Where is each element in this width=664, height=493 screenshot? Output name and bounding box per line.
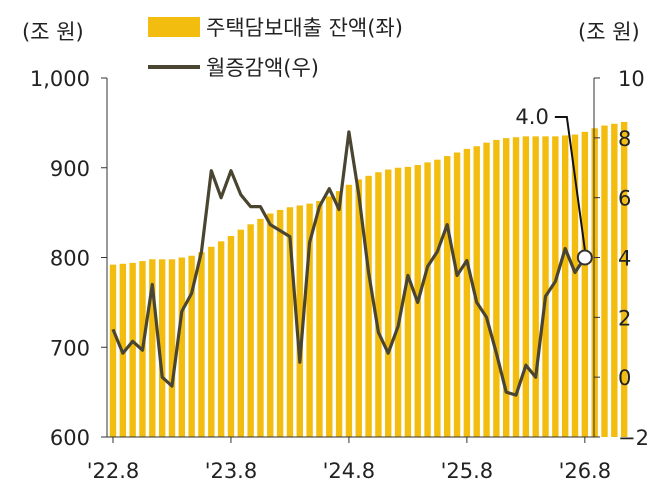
legend-bar: 주택담보대출 잔액(좌) xyxy=(148,12,403,42)
bar xyxy=(267,213,274,437)
bar xyxy=(168,259,176,437)
bar xyxy=(532,136,539,437)
bar xyxy=(434,159,441,438)
bar xyxy=(385,169,392,438)
bar xyxy=(198,252,205,437)
x-tick-label: '26.8 xyxy=(559,459,612,483)
bar xyxy=(188,255,195,437)
bar xyxy=(306,203,313,437)
bar xyxy=(208,246,215,437)
bar xyxy=(109,264,117,437)
legend-bar-label: 주택담보대출 잔액(좌) xyxy=(206,16,403,40)
bar xyxy=(394,167,402,437)
bar xyxy=(601,125,608,437)
bar xyxy=(473,146,480,437)
right-tick-label: 6 xyxy=(618,187,631,211)
callout-leader xyxy=(554,116,586,250)
bar xyxy=(365,175,372,437)
bar xyxy=(178,257,186,437)
x-tick-label: '24.8 xyxy=(323,459,376,483)
bar xyxy=(444,156,451,437)
bar xyxy=(375,172,382,438)
bar xyxy=(227,235,235,437)
bar xyxy=(247,224,254,437)
bar xyxy=(257,218,264,437)
bar xyxy=(542,136,549,437)
legend-line-label: 월증감액(우) xyxy=(206,56,319,80)
left-axis-unit: (조 원) xyxy=(22,20,84,44)
left-tick-label: 800 xyxy=(50,247,90,271)
right-tick-label: 2 xyxy=(618,306,631,330)
bar xyxy=(453,152,461,437)
bar xyxy=(326,196,333,437)
bar xyxy=(611,123,618,438)
bar xyxy=(424,162,431,438)
bar xyxy=(296,205,303,437)
bar xyxy=(463,148,471,437)
bar xyxy=(493,139,500,438)
left-tick-label: 700 xyxy=(50,336,90,360)
bar xyxy=(217,241,225,437)
x-tick-label: '23.8 xyxy=(205,459,258,483)
bar xyxy=(316,200,323,437)
monthly-change-line xyxy=(111,130,587,397)
bar xyxy=(561,135,569,437)
bar xyxy=(355,179,362,438)
last-point-marker xyxy=(576,249,593,266)
bar xyxy=(571,134,579,438)
bar xyxy=(149,259,156,437)
bar xyxy=(503,138,510,437)
legend-bar-swatch xyxy=(148,17,200,37)
last-value-label: 4.0 xyxy=(515,105,548,129)
right-tick-label: 10 xyxy=(618,67,645,91)
left-tick-label: 1,000 xyxy=(30,67,90,91)
right-tick-label: −2 xyxy=(618,426,649,450)
bar xyxy=(286,207,294,437)
bar xyxy=(237,229,244,437)
bar xyxy=(522,136,530,437)
x-tick-label: '22.8 xyxy=(87,459,140,483)
bar xyxy=(483,142,490,437)
bar xyxy=(512,137,520,438)
right-axis-unit: (조 원) xyxy=(578,20,640,44)
bar xyxy=(404,166,412,438)
bar xyxy=(552,136,559,437)
x-tick-label: '25.8 xyxy=(441,459,494,483)
bar xyxy=(335,191,343,437)
bar xyxy=(591,128,598,437)
bar xyxy=(129,262,136,437)
right-tick-label: 4 xyxy=(618,247,631,271)
left-tick-label: 600 xyxy=(50,426,90,450)
bar xyxy=(158,259,166,437)
legend-line: 월증감액(우) xyxy=(148,52,319,82)
bar xyxy=(620,121,628,437)
right-tick-label: 8 xyxy=(618,127,631,151)
right-tick-label: 0 xyxy=(618,366,631,390)
bar xyxy=(581,131,589,437)
bar xyxy=(345,184,353,437)
legend-line-swatch xyxy=(148,65,200,69)
bar xyxy=(276,209,284,437)
left-tick-label: 900 xyxy=(50,157,90,181)
